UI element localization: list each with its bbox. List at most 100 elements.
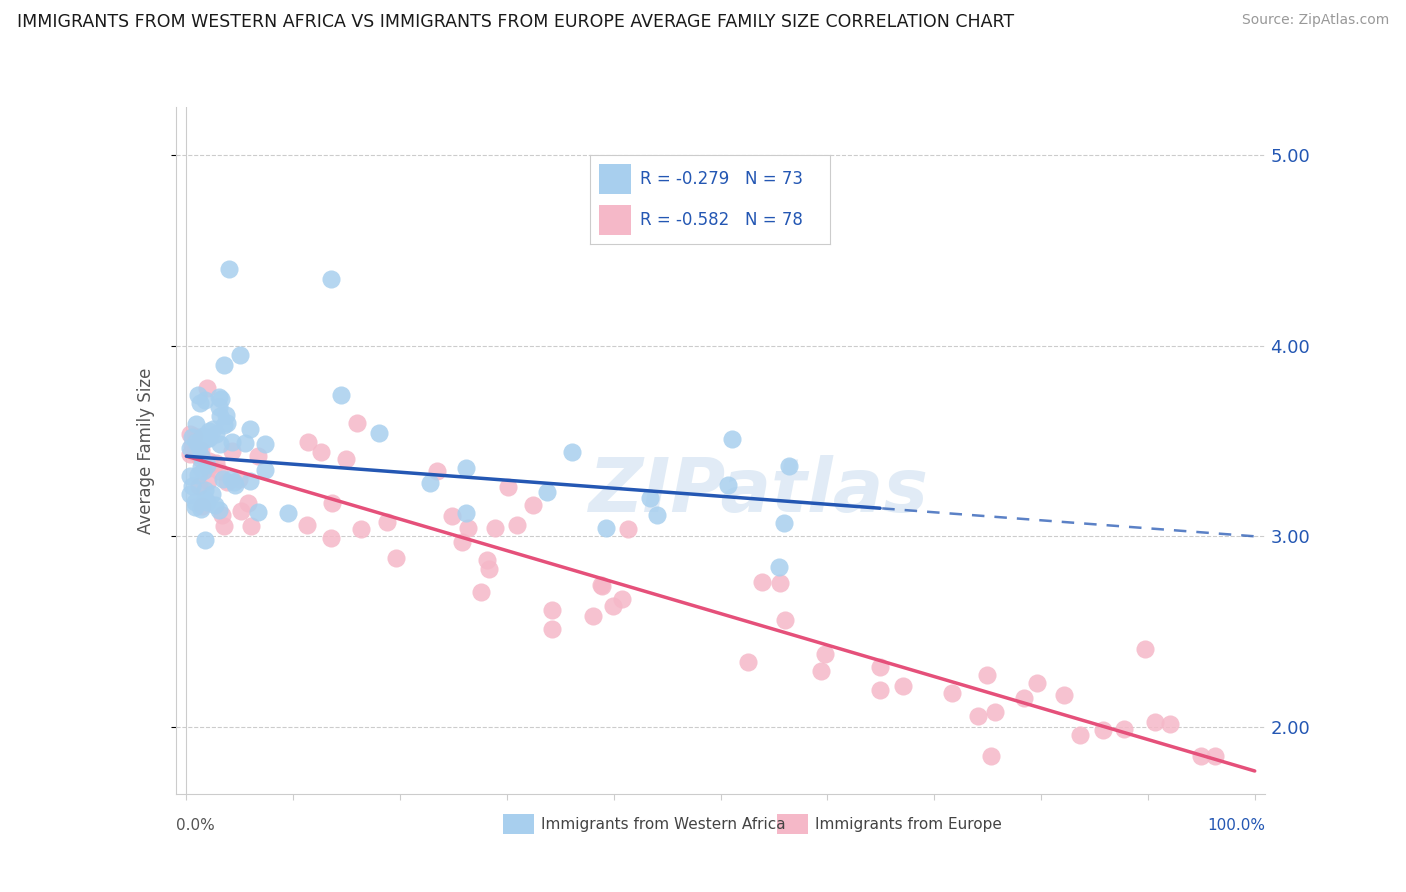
- Point: [319, 531, 342, 545]
- Point: [967, 709, 990, 723]
- Point: [194, 483, 217, 498]
- Point: [197, 431, 219, 445]
- Point: [254, 436, 277, 450]
- Point: [522, 498, 544, 512]
- Point: [457, 521, 479, 535]
- Point: [329, 388, 352, 402]
- Point: [440, 508, 463, 523]
- Point: [720, 432, 742, 446]
- Point: [204, 426, 226, 441]
- Point: [211, 472, 233, 486]
- Point: [321, 496, 343, 510]
- Point: [208, 390, 231, 404]
- Point: [814, 647, 837, 661]
- Point: [222, 475, 245, 489]
- Point: [582, 608, 605, 623]
- Point: [214, 408, 236, 422]
- Point: [368, 425, 391, 440]
- Point: [190, 500, 212, 514]
- Point: [941, 686, 963, 700]
- Bar: [599, 164, 630, 194]
- Point: [214, 519, 236, 533]
- Point: [561, 445, 583, 459]
- Point: [212, 417, 235, 432]
- Point: [775, 613, 797, 627]
- Point: [184, 500, 207, 515]
- Point: [183, 445, 205, 459]
- Point: [1026, 675, 1049, 690]
- Point: [976, 668, 998, 682]
- Point: [869, 682, 891, 697]
- Point: [610, 592, 633, 607]
- Point: [1204, 748, 1226, 763]
- Point: [187, 440, 209, 454]
- Point: [209, 437, 232, 451]
- Point: [1189, 748, 1212, 763]
- Point: [195, 433, 218, 447]
- Point: [190, 449, 212, 463]
- Point: [346, 417, 368, 431]
- Point: [239, 474, 262, 488]
- Point: [768, 559, 790, 574]
- Point: [475, 553, 498, 567]
- Point: [190, 502, 212, 516]
- Point: [221, 435, 243, 450]
- Point: [1092, 723, 1115, 738]
- Point: [984, 706, 1007, 720]
- Point: [187, 467, 209, 482]
- Point: [426, 464, 449, 478]
- Point: [197, 461, 219, 475]
- Text: R = -0.582   N = 78: R = -0.582 N = 78: [640, 211, 803, 229]
- Point: [195, 458, 218, 472]
- Point: [187, 387, 209, 401]
- Point: [891, 679, 914, 693]
- Point: [191, 464, 214, 478]
- Point: [198, 454, 221, 468]
- Point: [375, 515, 398, 529]
- Point: [737, 655, 759, 669]
- Point: [181, 429, 204, 443]
- Point: [335, 451, 357, 466]
- Point: [1133, 641, 1156, 656]
- Point: [778, 458, 800, 473]
- Point: [188, 451, 211, 466]
- Point: [810, 664, 832, 678]
- Point: [224, 478, 246, 492]
- Point: [319, 271, 342, 285]
- Point: [496, 480, 519, 494]
- Point: [484, 521, 506, 535]
- Point: [191, 429, 214, 443]
- Text: IMMIGRANTS FROM WESTERN AFRICA VS IMMIGRANTS FROM EUROPE AVERAGE FAMILY SIZE COR: IMMIGRANTS FROM WESTERN AFRICA VS IMMIGR…: [17, 13, 1014, 31]
- Point: [246, 505, 269, 519]
- Point: [181, 438, 204, 452]
- Point: [602, 599, 624, 613]
- Point: [208, 400, 231, 414]
- Point: [309, 445, 332, 459]
- Point: [384, 550, 406, 565]
- Point: [1012, 691, 1035, 706]
- Point: [202, 422, 225, 436]
- Point: [190, 442, 212, 457]
- Point: [179, 487, 201, 501]
- Point: [616, 522, 638, 536]
- Point: [193, 392, 215, 407]
- Point: [1112, 722, 1135, 736]
- Point: [638, 491, 661, 505]
- Point: [229, 504, 252, 518]
- Point: [239, 519, 262, 533]
- Point: [470, 585, 492, 599]
- Point: [204, 498, 226, 512]
- Point: [350, 522, 373, 536]
- Point: [451, 535, 474, 549]
- Point: [1053, 688, 1076, 702]
- Point: [236, 496, 259, 510]
- Point: [773, 516, 796, 530]
- Point: [456, 461, 478, 475]
- Point: [195, 495, 218, 509]
- Point: [419, 475, 441, 490]
- Point: [645, 508, 668, 522]
- Point: [1069, 728, 1091, 742]
- Point: [229, 348, 252, 362]
- Point: [277, 506, 299, 520]
- Point: [233, 436, 256, 450]
